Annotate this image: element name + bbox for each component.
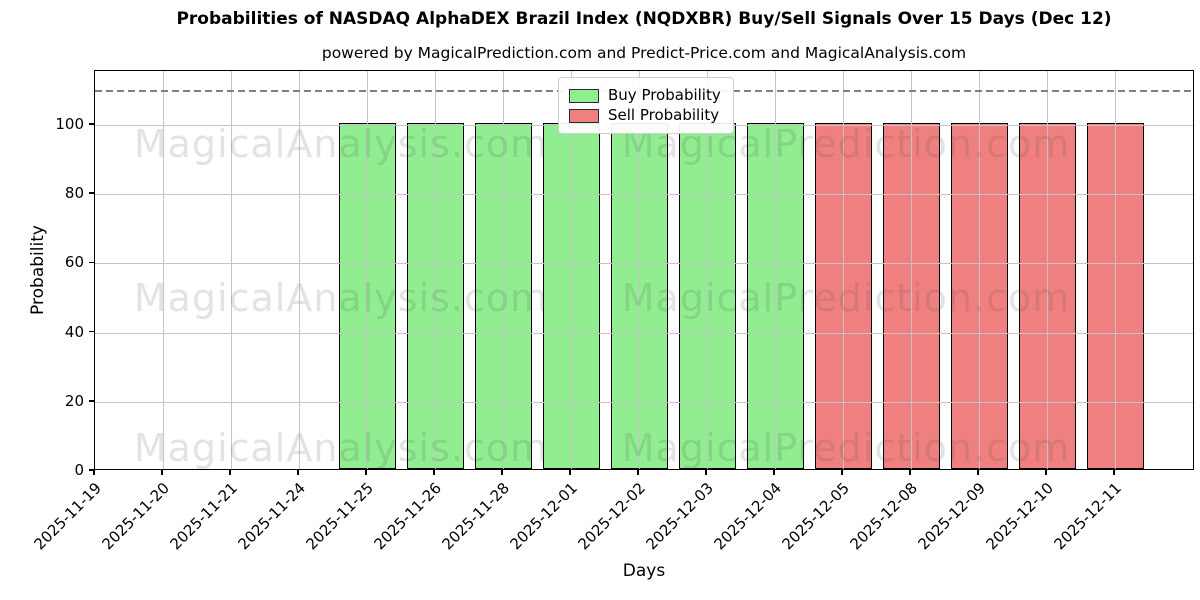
watermark-text: MagicalPrediction.com [621, 426, 1071, 470]
x-tick-label: 2025-12-04 [710, 479, 785, 554]
x-tick-mark [161, 470, 163, 475]
x-tick-label: 2025-11-19 [30, 479, 105, 554]
gridline-v [163, 71, 164, 469]
y-tick-label: 40 [64, 322, 84, 341]
gridline-v [1047, 71, 1048, 469]
plot-area: MagicalAnalysis.com MagicalPrediction.com… [94, 70, 1194, 470]
watermark-layer: MagicalAnalysis.com MagicalPrediction.com… [95, 71, 1193, 470]
gridline-v [775, 71, 776, 469]
gridline-v [1115, 71, 1116, 469]
x-tick-mark [1045, 470, 1047, 475]
y-tick-mark [89, 400, 94, 402]
watermark-text: MagicalAnalysis.com [133, 426, 549, 470]
x-tick-mark [297, 470, 299, 475]
watermark-text: MagicalAnalysis.com [133, 122, 549, 166]
y-tick-label: 0 [74, 461, 84, 479]
gridline-v [571, 71, 572, 469]
gridline-v [979, 71, 980, 469]
x-axis-label: Days [622, 561, 666, 581]
y-tick-label: 80 [64, 184, 84, 203]
legend-row-buy: Buy Probability [569, 87, 721, 104]
legend-row-sell: Sell Probability [569, 107, 721, 124]
x-tick-mark [977, 470, 979, 475]
x-tick-mark [705, 470, 707, 475]
x-tick-label: 2025-12-03 [642, 479, 717, 554]
gridline-v [435, 71, 436, 469]
x-tick-label: 2025-12-10 [982, 479, 1057, 554]
y-tick-mark [89, 469, 94, 471]
gridline-v [639, 71, 640, 469]
x-tick-mark [1113, 470, 1115, 475]
x-tick-label: 2025-11-28 [438, 479, 513, 554]
x-tick-label: 2025-11-25 [302, 479, 377, 554]
chart-title: Probabilities of NASDAQ AlphaDEX Brazil … [176, 9, 1112, 29]
y-tick-mark [89, 123, 94, 125]
legend-label-buy: Buy Probability [608, 86, 721, 104]
x-tick-mark [501, 470, 503, 475]
gridline-v [503, 71, 504, 469]
gridline-v [231, 71, 232, 469]
gridline-h [95, 194, 1193, 196]
legend-label-sell: Sell Probability [608, 106, 720, 124]
x-tick-mark [569, 470, 571, 475]
x-tick-mark [773, 470, 775, 475]
x-tick-label: 2025-12-08 [846, 479, 921, 554]
x-tick-label: 2025-12-02 [574, 479, 649, 554]
sell-swatch [569, 108, 599, 123]
y-tick-mark [89, 261, 94, 264]
gridline-v [911, 71, 912, 469]
x-tick-label: 2025-11-24 [234, 479, 309, 554]
x-tick-label: 2025-12-05 [778, 479, 853, 554]
x-tick-label: 2025-12-11 [1050, 479, 1125, 554]
x-tick-label: 2025-12-09 [914, 479, 989, 554]
gridline-h [95, 401, 1193, 403]
gridline-v [707, 71, 708, 469]
y-tick-label: 20 [64, 391, 84, 410]
x-tick-label: 2025-12-01 [506, 479, 581, 554]
gridline-v [299, 71, 300, 469]
gridline-v [367, 71, 368, 469]
x-tick-mark [93, 470, 95, 475]
x-tick-mark [841, 470, 843, 475]
x-tick-label: 2025-11-21 [166, 479, 241, 554]
x-tick-mark [229, 470, 231, 475]
y-tick-label: 100 [55, 115, 84, 133]
y-tick-mark [89, 192, 94, 194]
legend: Buy Probability Sell Probability [558, 77, 734, 134]
x-tick-label: 2025-11-20 [98, 479, 173, 554]
gridline-v [843, 71, 844, 469]
gridline-h [95, 332, 1193, 334]
gridline-h [95, 263, 1193, 265]
x-tick-mark [909, 470, 911, 475]
watermark-text: MagicalAnalysis.com [133, 276, 549, 320]
x-tick-label: 2025-11-26 [370, 479, 445, 554]
y-tick-mark [89, 330, 94, 333]
x-tick-mark [637, 470, 639, 475]
chart-subtitle: powered by MagicalPrediction.com and Pre… [321, 44, 967, 62]
buy-swatch [569, 88, 599, 103]
watermark-text: MagicalPrediction.com [621, 276, 1071, 320]
y-tick-label: 60 [64, 253, 84, 272]
x-tick-mark [433, 470, 435, 475]
x-tick-mark [365, 470, 367, 475]
